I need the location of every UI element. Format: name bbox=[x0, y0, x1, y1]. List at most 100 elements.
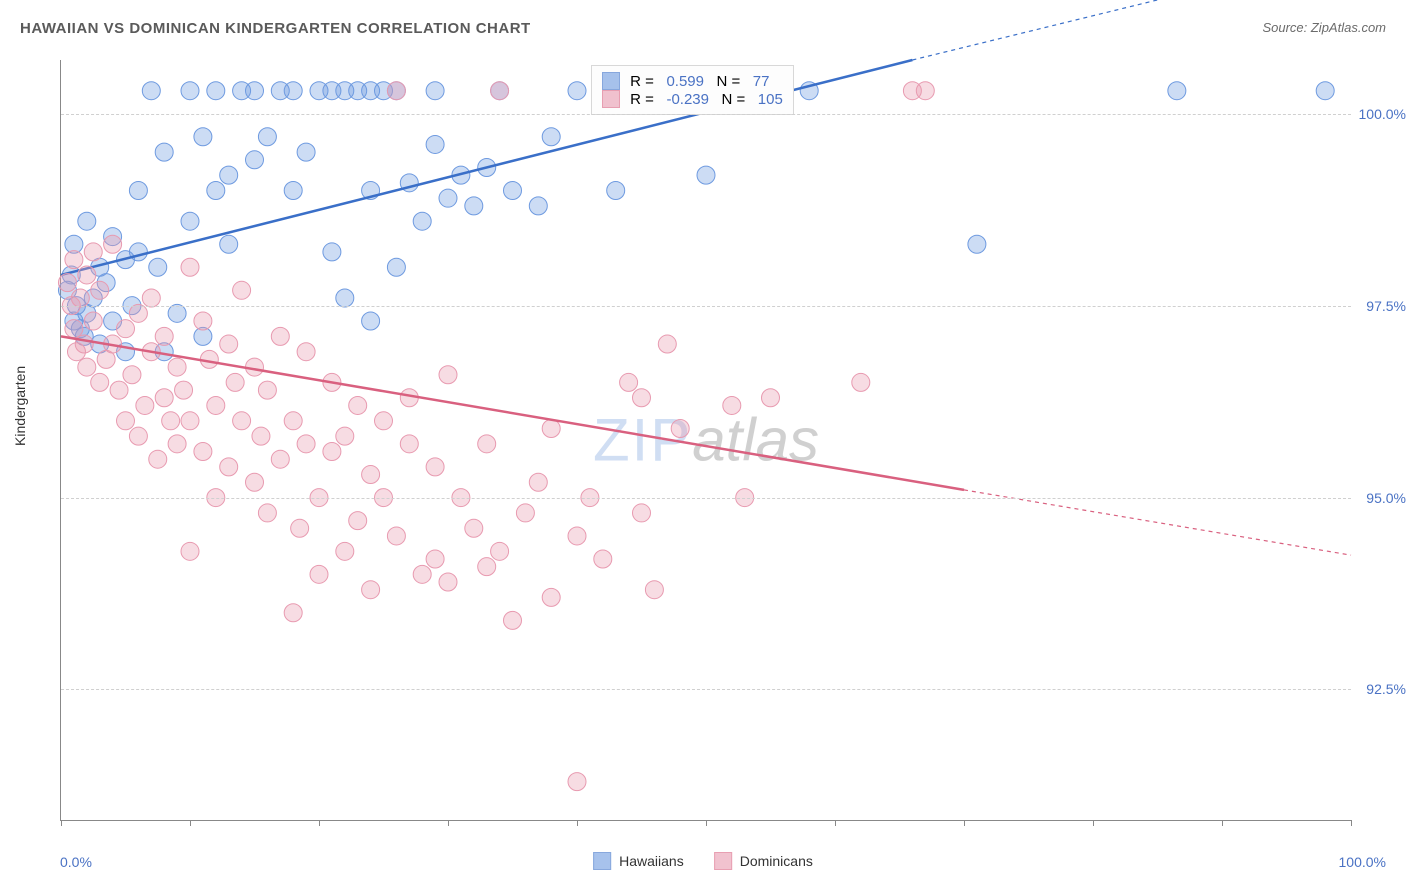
data-point bbox=[336, 427, 354, 445]
data-point bbox=[297, 343, 315, 361]
data-point bbox=[117, 320, 135, 338]
data-point bbox=[491, 82, 509, 100]
data-point bbox=[75, 335, 93, 353]
data-point bbox=[194, 443, 212, 461]
data-point bbox=[58, 274, 76, 292]
legend-swatch-icon bbox=[714, 852, 732, 870]
data-point bbox=[168, 304, 186, 322]
data-point bbox=[426, 458, 444, 476]
data-point bbox=[258, 381, 276, 399]
data-point bbox=[478, 558, 496, 576]
data-point bbox=[155, 327, 173, 345]
data-point bbox=[323, 443, 341, 461]
data-point bbox=[465, 197, 483, 215]
x-tick bbox=[190, 820, 191, 826]
data-point bbox=[252, 427, 270, 445]
data-point bbox=[168, 358, 186, 376]
data-point bbox=[220, 235, 238, 253]
legend-item: Hawaiians bbox=[593, 852, 684, 870]
data-point bbox=[362, 312, 380, 330]
data-point bbox=[246, 82, 264, 100]
data-point bbox=[1168, 82, 1186, 100]
data-point bbox=[426, 550, 444, 568]
data-point bbox=[504, 182, 522, 200]
data-point bbox=[233, 412, 251, 430]
data-point bbox=[671, 419, 689, 437]
x-tick bbox=[835, 820, 836, 826]
data-point bbox=[697, 166, 715, 184]
data-point bbox=[78, 266, 96, 284]
data-point bbox=[175, 381, 193, 399]
data-point bbox=[645, 581, 663, 599]
data-point bbox=[426, 82, 444, 100]
data-point bbox=[129, 304, 147, 322]
data-point bbox=[136, 396, 154, 414]
data-point bbox=[104, 235, 122, 253]
legend-item: Dominicans bbox=[714, 852, 813, 870]
data-point bbox=[291, 519, 309, 537]
data-point bbox=[542, 419, 560, 437]
x-tick bbox=[964, 820, 965, 826]
data-point bbox=[91, 373, 109, 391]
data-point bbox=[149, 450, 167, 468]
legend: Hawaiians Dominicans bbox=[593, 852, 813, 870]
chart-title: HAWAIIAN VS DOMINICAN KINDERGARTEN CORRE… bbox=[20, 20, 531, 37]
y-tick-label: 92.5% bbox=[1366, 681, 1406, 697]
data-point bbox=[336, 289, 354, 307]
x-tick bbox=[577, 820, 578, 826]
data-point bbox=[78, 358, 96, 376]
data-point bbox=[633, 504, 651, 522]
data-point bbox=[568, 527, 586, 545]
legend-label: Hawaiians bbox=[619, 853, 684, 869]
data-point bbox=[84, 312, 102, 330]
data-point bbox=[129, 182, 147, 200]
data-point bbox=[529, 197, 547, 215]
data-point bbox=[233, 281, 251, 299]
data-point bbox=[542, 128, 560, 146]
x-tick bbox=[1093, 820, 1094, 826]
data-point bbox=[362, 581, 380, 599]
stats-text: R = -0.239 N = 105 bbox=[626, 91, 783, 108]
stats-box: R = 0.599 N = 77 R = -0.239 N = 105 bbox=[591, 65, 794, 115]
data-point bbox=[297, 143, 315, 161]
data-point bbox=[1316, 82, 1334, 100]
plot-area: ZIPatlas R = 0.599 N = 77 R = -0.239 N =… bbox=[60, 60, 1351, 821]
data-point bbox=[194, 312, 212, 330]
y-axis-title: Kindergarten bbox=[12, 366, 28, 446]
x-tick bbox=[319, 820, 320, 826]
data-point bbox=[465, 519, 483, 537]
x-axis-min-label: 0.0% bbox=[60, 854, 92, 870]
y-tick-label: 95.0% bbox=[1366, 490, 1406, 506]
data-point bbox=[762, 389, 780, 407]
data-point bbox=[387, 82, 405, 100]
data-point bbox=[220, 458, 238, 476]
data-point bbox=[568, 773, 586, 791]
data-point bbox=[284, 182, 302, 200]
data-point bbox=[516, 504, 534, 522]
data-point bbox=[181, 542, 199, 560]
data-point bbox=[439, 189, 457, 207]
data-point bbox=[149, 258, 167, 276]
data-point bbox=[916, 82, 934, 100]
data-point bbox=[155, 389, 173, 407]
data-point bbox=[529, 473, 547, 491]
data-point bbox=[246, 151, 264, 169]
data-point bbox=[84, 243, 102, 261]
data-point bbox=[220, 335, 238, 353]
legend-swatch-icon bbox=[602, 72, 620, 90]
data-point bbox=[162, 412, 180, 430]
data-point bbox=[258, 128, 276, 146]
data-point bbox=[439, 573, 457, 591]
data-point bbox=[968, 235, 986, 253]
x-tick bbox=[61, 820, 62, 826]
data-point bbox=[142, 82, 160, 100]
data-point bbox=[207, 396, 225, 414]
data-point bbox=[413, 565, 431, 583]
data-point bbox=[181, 258, 199, 276]
data-point bbox=[65, 320, 83, 338]
y-tick-label: 100.0% bbox=[1359, 106, 1406, 122]
data-point bbox=[349, 512, 367, 530]
data-point bbox=[258, 504, 276, 522]
legend-swatch-icon bbox=[602, 90, 620, 108]
data-point bbox=[633, 389, 651, 407]
